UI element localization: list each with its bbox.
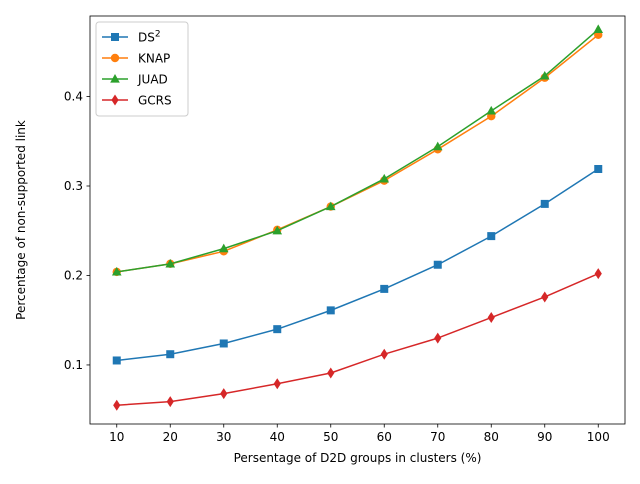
legend-label: GCRS (138, 94, 172, 108)
axes-frame (89, 15, 626, 425)
data-point-juad (218, 243, 229, 253)
data-point-gcrs (487, 312, 495, 324)
data-point-gcrs (220, 388, 228, 400)
data-point-ds (540, 199, 549, 208)
data-point-juad (111, 266, 122, 276)
x-tick-label: 50 (323, 430, 338, 444)
data-point-gcrs (166, 396, 174, 408)
data-point-juad (539, 70, 550, 80)
legend-marker (110, 53, 120, 63)
data-point-juad (379, 173, 390, 183)
data-point-juad (486, 105, 497, 115)
data-point-ds (112, 356, 121, 365)
y-tick-label: 0.1 (64, 358, 83, 372)
data-point-gcrs (380, 348, 388, 360)
data-point-juad (272, 225, 283, 235)
y-tick-label: 0.2 (64, 268, 83, 282)
y-axis-ticks: 0.1 0.2 0.3 0.4 (64, 90, 90, 372)
data-point-ds (594, 165, 603, 173)
data-point-ds (380, 284, 389, 293)
legend-label: JUAD (137, 73, 168, 87)
x-axis-ticks: 10 20 30 40 50 60 70 80 90 100 (109, 424, 610, 444)
x-tick-label: 70 (430, 430, 445, 444)
y-axis-label: Percentage of non-supported link (14, 120, 28, 320)
data-point-gcrs (541, 291, 549, 303)
plot-area-border (89, 15, 626, 425)
data-point-gcrs (594, 268, 602, 280)
data-point-gcrs (273, 378, 281, 390)
series-juad (111, 24, 604, 276)
x-tick-label: 30 (216, 430, 231, 444)
x-tick-label: 20 (163, 430, 178, 444)
x-tick-label: 10 (109, 430, 124, 444)
series-line-ds (116, 168, 599, 362)
series-line-knap (116, 34, 599, 273)
data-point-juad (593, 24, 604, 34)
data-point-ds (219, 339, 228, 348)
legend-marker (111, 33, 119, 41)
data-point-juad (432, 141, 443, 151)
data-point-ds (326, 306, 335, 315)
x-tick-label: 80 (484, 430, 499, 444)
data-point-ds (433, 260, 442, 269)
series-line-juad (116, 28, 599, 273)
legend-item-gcrs: GCRS (102, 94, 172, 108)
legend-box (95, 21, 189, 117)
y-tick-label: 0.3 (64, 179, 83, 193)
x-tick-label: 60 (377, 430, 392, 444)
legend-marker (110, 74, 120, 83)
data-point-juad (325, 201, 336, 211)
y-tick-label: 0.4 (64, 90, 83, 104)
data-point-gcrs (113, 399, 121, 411)
data-point-ds (273, 325, 282, 334)
legend-item-juad: JUAD (102, 73, 168, 87)
series-layer (111, 24, 604, 411)
legend-item-knap: KNAP (102, 52, 170, 66)
series-ds (112, 165, 603, 365)
series-line-gcrs (116, 272, 599, 406)
data-point-gcrs (434, 332, 442, 344)
x-tick-label: 100 (587, 430, 610, 444)
x-axis-label: Persentage of D2D groups in clusters (%) (234, 451, 482, 465)
legend-marker (111, 94, 119, 106)
legend-label: KNAP (138, 52, 170, 66)
x-tick-label: 40 (270, 430, 285, 444)
data-point-juad (165, 258, 176, 268)
x-tick-label: 90 (537, 430, 552, 444)
legend-label-superscript: 2 (155, 30, 161, 40)
data-point-ds (166, 350, 175, 359)
series-gcrs (113, 268, 602, 411)
data-point-ds (487, 232, 496, 241)
data-point-gcrs (327, 367, 335, 379)
